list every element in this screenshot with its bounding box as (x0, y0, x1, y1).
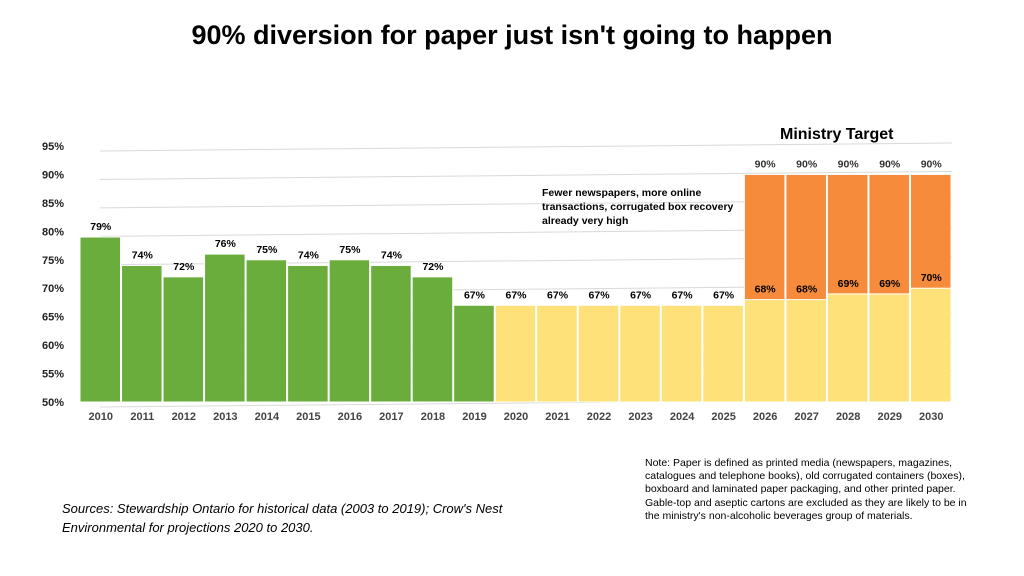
bar-data-label: 79% (90, 221, 112, 233)
y-tick-label: 75% (42, 255, 64, 267)
bar-data-label: 72% (173, 261, 195, 273)
x-tick-label: 2021 (545, 411, 569, 423)
x-tick-label: 2018 (421, 411, 445, 423)
bar-data-label: 69% (838, 278, 860, 290)
y-tick-label: 55% (42, 369, 64, 381)
bar-data-label: 74% (132, 249, 154, 261)
y-axis-ticks: 95% 90% 85% 80% 75% 70% 65% 60% 55% 50% (42, 141, 64, 409)
diversion-bar (702, 304, 744, 403)
sources-note: Sources: Stewardship Ontario for histori… (62, 501, 503, 535)
target-data-label: 90% (755, 158, 777, 170)
bar-data-label: 74% (298, 249, 320, 261)
y-tick-label: 90% (42, 169, 64, 181)
diversion-bar (287, 264, 329, 403)
diversion-bar (743, 299, 786, 403)
diversion-bar (121, 264, 163, 403)
target-data-label: 90% (796, 158, 818, 170)
x-tick-label: 2026 (753, 411, 777, 423)
diversion-bar (245, 259, 288, 403)
x-tick-label: 2030 (919, 411, 943, 423)
bar-data-label: 74% (381, 249, 403, 261)
x-tick-label: 2028 (836, 411, 860, 423)
diversion-bar (660, 304, 703, 403)
x-tick-label: 2017 (379, 411, 403, 423)
bar-data-label: 67% (547, 289, 569, 301)
y-tick-label: 50% (42, 397, 64, 409)
y-tick-label: 80% (42, 226, 64, 238)
diversion-bars (79, 236, 952, 403)
diversion-bar (619, 304, 661, 403)
diversion-bar (411, 276, 454, 403)
diversion-bar (370, 264, 412, 403)
target-data-label: 90% (879, 158, 901, 170)
x-tick-label: 2020 (504, 411, 528, 423)
diversion-bar (785, 299, 827, 403)
diversion-bar (868, 293, 910, 403)
x-tick-label: 2010 (89, 411, 113, 423)
x-tick-label: 2012 (172, 411, 196, 423)
bar-data-label: 67% (505, 289, 527, 301)
bar-data-label: 68% (755, 284, 777, 296)
diversion-bar (577, 304, 620, 403)
target-data-label: 90% (838, 158, 860, 170)
y-tick-label: 65% (42, 312, 64, 324)
diversion-bar (536, 304, 578, 403)
bar-data-label: 69% (879, 278, 901, 290)
gridline (99, 170, 953, 180)
diversion-bar (204, 253, 246, 403)
x-tick-label: 2024 (670, 411, 695, 423)
data-labels: 79% 74% 72% 76% 75% 74% 75% 74% 72% 67% 67% 67% 67% 6… (90, 158, 942, 301)
bar-data-label: 76% (215, 238, 237, 250)
bar-data-label: 67% (630, 289, 652, 301)
gridline (99, 142, 953, 152)
diversion-bar (328, 259, 371, 403)
y-tick-label: 95% (42, 141, 64, 153)
bar-data-label: 67% (589, 289, 611, 301)
x-tick-label: 2023 (628, 411, 652, 423)
slide-title: 90% diversion for paper just isn't going… (191, 20, 833, 50)
target-data-label: 90% (921, 158, 943, 170)
bar-data-label: 72% (422, 261, 444, 273)
diversion-bar (79, 236, 122, 403)
x-tick-label: 2013 (213, 411, 237, 423)
y-tick-label: 85% (42, 198, 64, 210)
x-tick-label: 2014 (255, 411, 280, 423)
x-tick-label: 2019 (462, 411, 486, 423)
diversion-bar (826, 293, 869, 403)
bar-data-label: 75% (256, 244, 278, 256)
x-tick-label: 2025 (711, 411, 735, 423)
x-axis-ticks: 2010 2011 2012 2013 2014 2015 2016 2017 2018 2019… (89, 411, 944, 423)
diversion-bar (453, 304, 495, 403)
chart-annotation: Fewer newspapers, more online transactio… (542, 187, 734, 227)
x-tick-label: 2011 (130, 411, 154, 423)
bar-data-label: 70% (921, 272, 943, 284)
y-tick-label: 70% (42, 283, 64, 295)
x-tick-label: 2016 (338, 411, 362, 423)
x-tick-label: 2029 (877, 411, 901, 423)
y-tick-label: 60% (42, 340, 64, 352)
bar-data-label: 67% (464, 289, 486, 301)
bar-data-label: 67% (672, 289, 694, 301)
ministry-target-label: Ministry Target (780, 126, 894, 143)
diversion-bar (909, 287, 952, 403)
x-tick-label: 2015 (296, 411, 320, 423)
diversion-bar (494, 304, 537, 403)
diversion-bar (162, 276, 205, 403)
bar-data-label: 67% (713, 289, 735, 301)
definition-note: Note: Paper is defined as printed media … (645, 457, 967, 522)
bar-data-label: 75% (339, 244, 361, 256)
x-tick-label: 2027 (794, 411, 818, 423)
x-tick-label: 2022 (587, 411, 611, 423)
bar-data-label: 68% (796, 284, 818, 296)
